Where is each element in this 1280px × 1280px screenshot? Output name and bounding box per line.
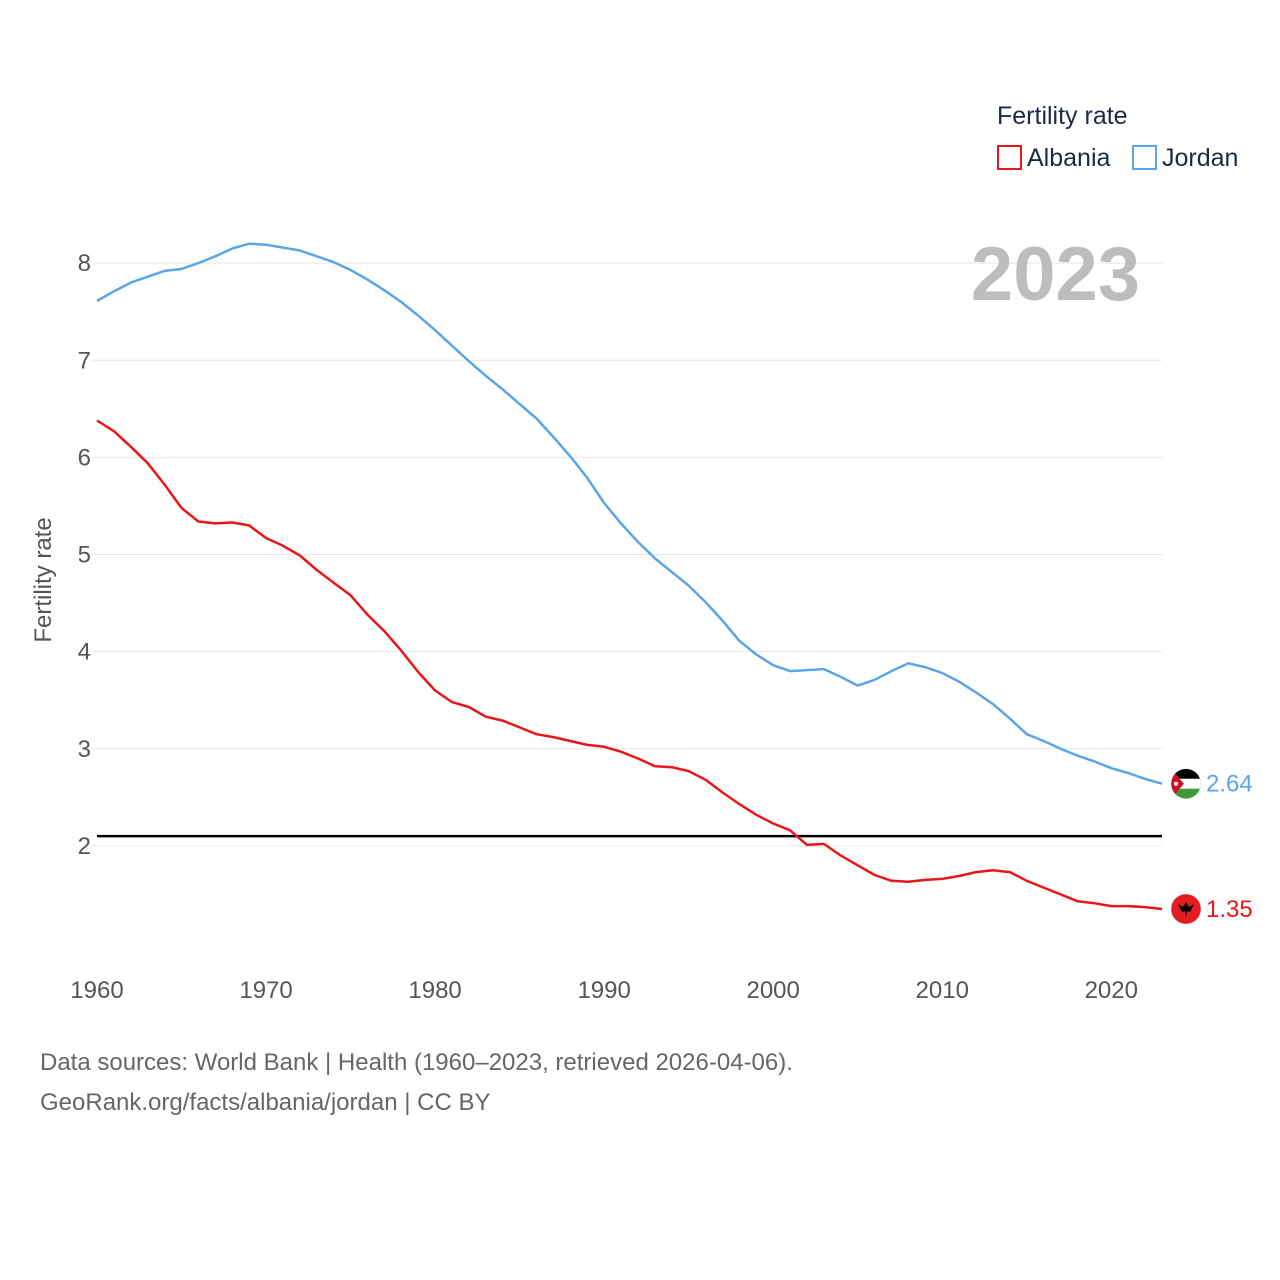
source-line: Data sources: World Bank | Health (1960–… xyxy=(40,1049,793,1076)
grid-lines xyxy=(92,262,1162,847)
x-tick-label: 2000 xyxy=(746,977,799,1004)
x-tick-label: 1960 xyxy=(70,977,123,1004)
year-label: 2023 xyxy=(971,232,1140,317)
end-label-jordan: 2.64 xyxy=(1206,771,1253,798)
end-markers: 1.35 2.64 xyxy=(1170,768,1253,925)
legend-label-albania: Albania xyxy=(1027,144,1110,172)
y-tick-label: 7 xyxy=(78,347,91,374)
legend: Fertility rate Albania Jordan xyxy=(997,102,1238,172)
end-label-albania: 1.35 xyxy=(1206,896,1253,923)
legend-swatch-jordan xyxy=(1132,145,1157,170)
y-tick-label: 8 xyxy=(78,250,91,277)
y-axis-title: Fertility rate xyxy=(30,517,57,642)
y-tick-label: 5 xyxy=(78,542,91,569)
x-tick-label: 1970 xyxy=(239,977,292,1004)
y-tick-label: 3 xyxy=(78,736,91,763)
legend-swatch-albania xyxy=(997,145,1022,170)
legend-title: Fertility rate xyxy=(997,102,1128,130)
footer: Data sources: World Bank | Health (1960–… xyxy=(40,1043,793,1123)
y-tick-label: 4 xyxy=(78,639,91,666)
x-tick-label: 1990 xyxy=(577,977,630,1004)
legend-label-jordan: Jordan xyxy=(1162,144,1238,172)
series-lines xyxy=(96,242,1163,911)
url-line[interactable]: GeoRank.org/facts/albania/jordan | CC BY xyxy=(40,1089,491,1116)
y-tick-label: 2 xyxy=(78,833,91,860)
x-tick-label: 1980 xyxy=(408,977,461,1004)
series-line-jordan xyxy=(96,242,1163,785)
albania-flag-icon xyxy=(1170,893,1202,925)
x-tick-label: 2010 xyxy=(916,977,969,1004)
y-tick-label: 6 xyxy=(78,444,91,471)
x-tick-label: 2020 xyxy=(1085,977,1138,1004)
x-axis-tick-labels: 1960 1970 1980 1990 2000 2010 2020 xyxy=(70,977,1138,1004)
legend-item-jordan[interactable]: Jordan xyxy=(1132,144,1238,172)
jordan-flag-icon xyxy=(1170,768,1202,799)
series-line-albania xyxy=(96,419,1163,911)
y-axis-tick-labels: 2 3 4 5 6 7 8 xyxy=(78,250,91,860)
legend-item-albania[interactable]: Albania xyxy=(997,144,1110,172)
